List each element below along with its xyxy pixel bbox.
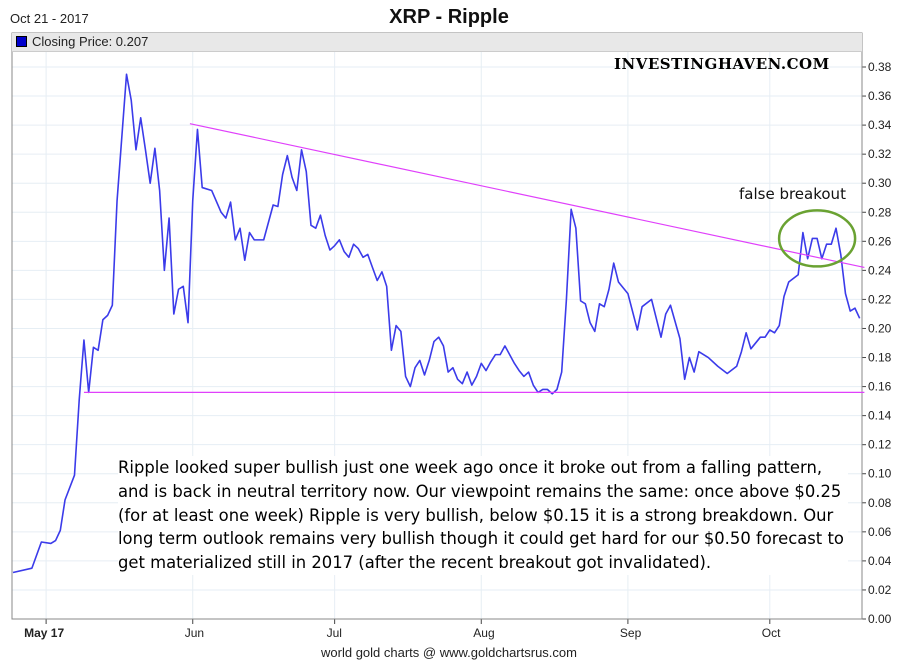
legend-label: Closing Price: 0.207 xyxy=(32,34,149,49)
x-tick-label: Sep xyxy=(620,626,642,640)
x-tick-label: Jun xyxy=(185,626,204,640)
price-line xyxy=(12,73,861,574)
x-tick-label: Jul xyxy=(327,626,342,640)
footer-credit: world gold charts @ www.goldchartsrus.co… xyxy=(321,645,577,660)
legend: Closing Price: 0.207 xyxy=(12,33,862,52)
y-tick-label: 0.14 xyxy=(868,409,892,423)
chart-date: Oct 21 - 2017 xyxy=(10,11,89,26)
y-tick-label: 0.12 xyxy=(868,438,892,452)
y-tick-label: 0.38 xyxy=(868,60,892,74)
y-tick-label: 0.08 xyxy=(868,496,892,510)
y-tick-label: 0.10 xyxy=(868,467,892,481)
false-breakout-label: false breakout xyxy=(739,185,846,203)
y-tick-label: 0.22 xyxy=(868,292,892,306)
y-tick-label: 0.02 xyxy=(868,583,892,597)
legend-swatch xyxy=(16,36,27,47)
y-tick-label: 0.20 xyxy=(868,321,892,335)
x-tick-label: Aug xyxy=(473,626,494,640)
watermark: INVESTINGHAVEN.COM xyxy=(614,55,830,73)
y-tick-label: 0.36 xyxy=(868,89,892,103)
y-tick-label: 0.16 xyxy=(868,380,892,394)
y-tick-label: 0.30 xyxy=(868,176,892,190)
falling-resistance-trendline xyxy=(189,123,865,269)
y-tick-label: 0.00 xyxy=(868,612,892,626)
y-tick-label: 0.24 xyxy=(868,263,892,277)
commentary-text: Ripple looked super bullish just one wee… xyxy=(118,456,848,575)
y-tick-label: 0.06 xyxy=(868,525,892,539)
y-tick-label: 0.34 xyxy=(868,118,892,132)
y-tick-label: 0.26 xyxy=(868,234,892,248)
y-tick-label: 0.04 xyxy=(868,554,892,568)
x-tick-label: Oct xyxy=(762,626,781,640)
chart-title: XRP - Ripple xyxy=(389,6,509,28)
y-tick-label: 0.32 xyxy=(868,147,892,161)
false-breakout-circle xyxy=(777,209,857,268)
y-tick-label: 0.18 xyxy=(868,351,892,365)
x-tick-label: May 17 xyxy=(24,626,64,640)
y-tick-label: 0.28 xyxy=(868,205,892,219)
